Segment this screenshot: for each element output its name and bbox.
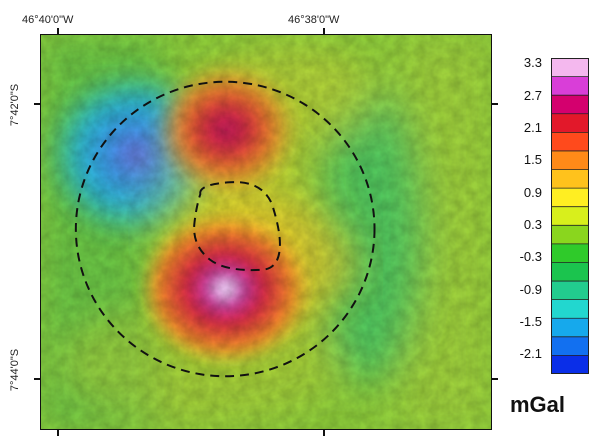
legend-label-3.3: 3.3 <box>523 55 542 70</box>
legend-label-2.7: 2.7 <box>523 88 542 103</box>
colorbar-swatch-0 <box>551 58 589 78</box>
tick-left-2 <box>34 378 40 380</box>
tick-top-1 <box>57 28 59 34</box>
map-raster <box>41 35 491 429</box>
colorbar-swatch-3 <box>551 113 589 133</box>
tick-top-2 <box>323 28 325 34</box>
colorbar-swatch-15 <box>551 336 589 356</box>
gravity-anomaly-map <box>40 34 492 430</box>
colorbar-swatch-4 <box>551 132 589 152</box>
lon-label-east: 46°38'0"W <box>288 14 340 26</box>
outer-ring-outline <box>74 80 376 378</box>
colorbar-swatch-14 <box>551 318 589 338</box>
legend-label-2.1: 2.1 <box>523 120 542 135</box>
colorbar-swatch-6 <box>551 169 589 189</box>
legend-label-neg2.1: -2.1 <box>519 346 542 361</box>
colorbar-border <box>551 58 589 374</box>
colorbar-swatch-5 <box>551 150 589 171</box>
legend-label-neg0.9: -0.9 <box>519 282 542 297</box>
legend-unit-label: mGal <box>510 392 566 417</box>
lat-label-north: 7°42'0"S <box>9 83 21 127</box>
tick-bottom-1 <box>57 430 59 436</box>
colorbar-swatch-8 <box>551 206 589 226</box>
lat-label-south: 7°44'0"S <box>9 348 21 392</box>
colorbar-swatch-10 <box>551 243 589 263</box>
colorbar <box>551 58 589 374</box>
colorbar-swatch-12 <box>551 281 589 301</box>
legend-label-0.9: 0.9 <box>523 185 542 200</box>
tick-left-1 <box>34 103 40 105</box>
legend-label-0.3: 0.3 <box>523 217 542 232</box>
tick-right-1 <box>492 103 498 105</box>
colorbar-swatch-16 <box>551 355 589 374</box>
tick-bottom-2 <box>323 430 325 436</box>
colorbar-swatch-13 <box>551 299 589 319</box>
legend-label-neg0.3: -0.3 <box>519 249 542 264</box>
tick-right-2 <box>492 378 498 380</box>
colorbar-swatch-2 <box>551 95 589 115</box>
legend-label-1.5: 1.5 <box>523 152 542 167</box>
legend-label-neg1.5: -1.5 <box>519 314 542 329</box>
lon-label-west: 46°40'0"W <box>22 14 74 26</box>
colorbar-swatch-11 <box>551 262 589 282</box>
colorbar-swatch-9 <box>551 225 589 245</box>
colorbar-swatch-1 <box>551 76 589 96</box>
colorbar-swatch-7 <box>551 188 589 208</box>
